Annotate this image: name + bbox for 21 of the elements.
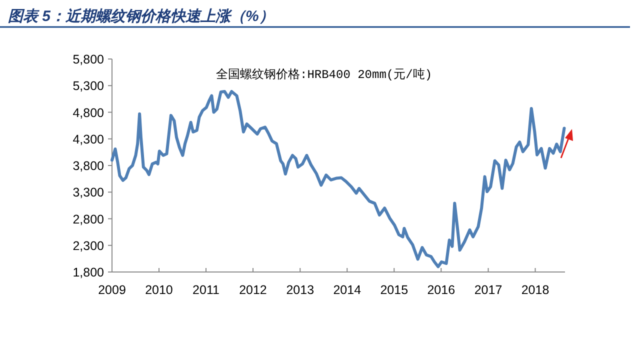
x-tick-label: 2017 (474, 283, 502, 297)
chart-title: 图表 5：近期螺纹钢价格快速上涨（%） (8, 8, 274, 25)
x-tick-label: 2012 (239, 283, 267, 297)
y-tick-label: 2,800 (72, 212, 104, 226)
y-tick-label: 3,300 (72, 186, 104, 200)
y-tick-label: 5,300 (72, 79, 104, 94)
x-tick-label: 2018 (521, 283, 550, 297)
x-tick-label: 2015 (380, 283, 408, 297)
y-tick-label: 5,800 (72, 52, 104, 66)
y-tick-label: 3,800 (72, 159, 104, 173)
y-tick-label: 2,300 (72, 238, 104, 253)
x-tick-label: 2016 (427, 283, 456, 297)
x-tick-label: 2014 (333, 283, 362, 297)
x-tick-label: 2010 (145, 283, 173, 297)
x-tick-label: 2013 (286, 283, 314, 297)
x-tick-label: 2011 (192, 283, 220, 297)
x-tick-label: 2009 (98, 283, 126, 297)
y-tick-label: 1,800 (72, 266, 104, 280)
annotation: 全国螺纹钢价格:HRB400 20mm(元/吨) (216, 68, 432, 82)
y-tick-label: 4,300 (72, 132, 104, 146)
y-tick-label: 4,800 (72, 106, 104, 120)
